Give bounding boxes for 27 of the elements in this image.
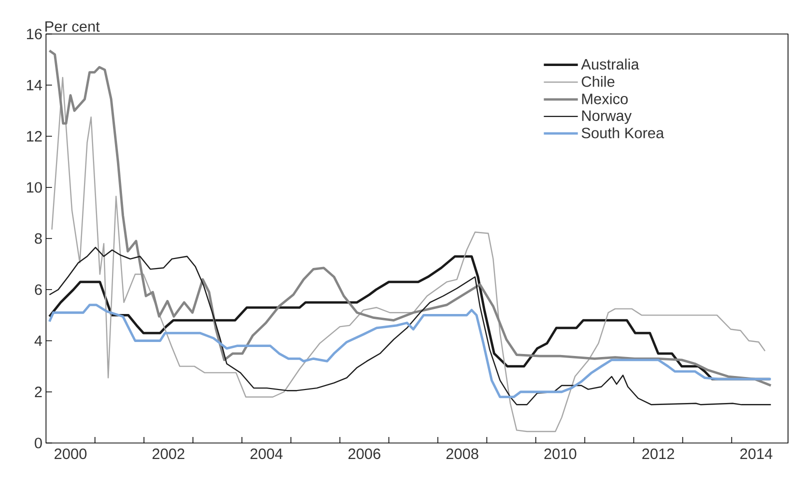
y-tick-label: 4 [34, 336, 42, 346]
legend-label: South Korea [582, 127, 664, 138]
legend-label: Mexico [582, 93, 628, 104]
x-tick-label: 2004 [250, 448, 283, 460]
x-tick-label: 2008 [446, 448, 478, 460]
line-series [48, 304, 772, 398]
y-tick-label: 8 [34, 233, 42, 244]
legend-label: Australia [581, 58, 640, 70]
line-series [48, 246, 772, 406]
y-tick-label: 6 [34, 284, 42, 295]
x-tick-label: 2000 [54, 448, 87, 460]
y-tick-label: 14 [27, 80, 42, 90]
x-tick-label: 2002 [152, 448, 184, 460]
line-series [51, 76, 766, 432]
line-series [48, 49, 772, 387]
x-tick-label: 2014 [740, 448, 772, 460]
y-axis-title: Per cent [45, 21, 100, 32]
y-tick-label: 2 [34, 386, 42, 398]
legend-label: Norway [582, 110, 632, 124]
x-tick-label: 2012 [642, 448, 674, 460]
y-tick-label: 0 [34, 438, 42, 448]
y-tick-label: 10 [27, 182, 42, 193]
y-tick-label: 12 [27, 131, 42, 142]
x-tick-label: 2010 [544, 448, 576, 460]
y-tick-label: 16 [27, 28, 42, 40]
legend-label: Chile [582, 76, 614, 87]
x-tick-label: 2006 [348, 448, 380, 460]
